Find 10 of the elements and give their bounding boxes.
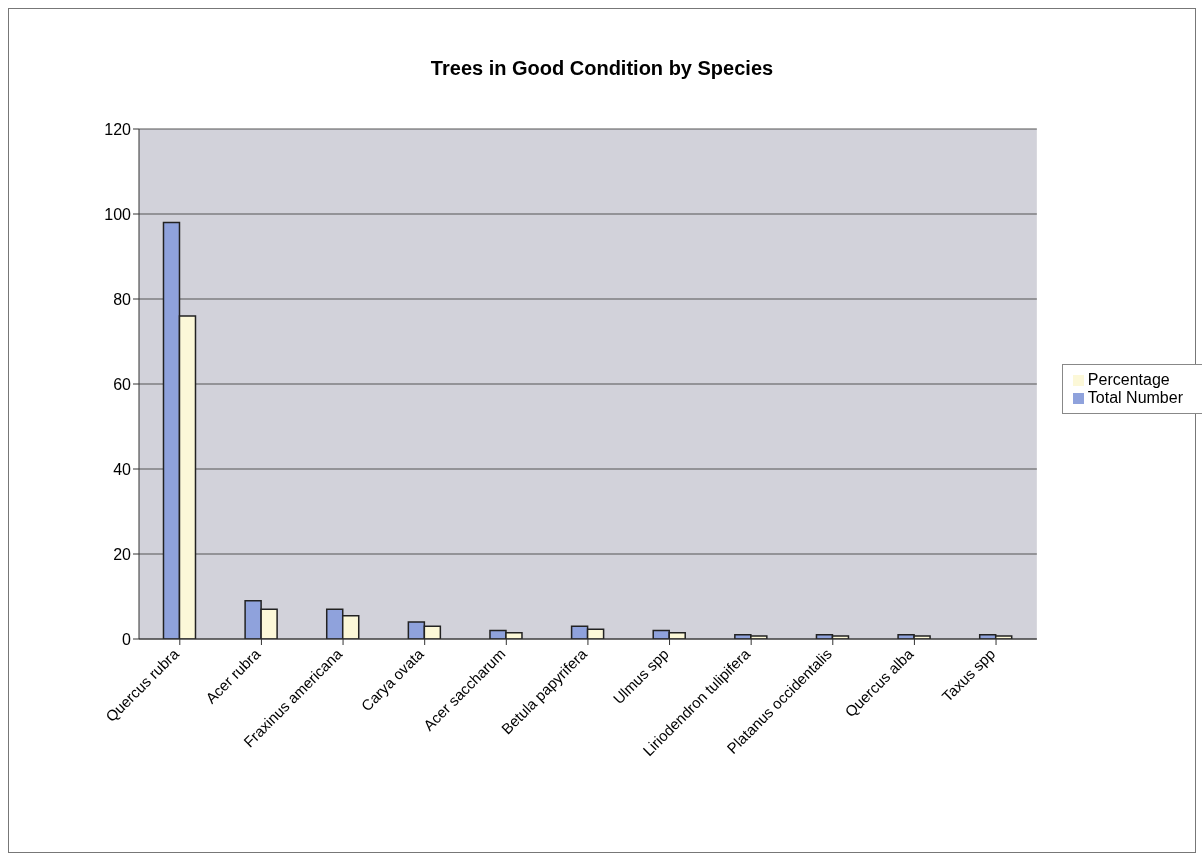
- legend-label: Percentage: [1087, 371, 1170, 388]
- y-tick-label: 40: [113, 460, 132, 478]
- y-tick-label: 20: [113, 545, 132, 563]
- y-tick-label: 80: [113, 290, 132, 308]
- y-tick-label: 120: [104, 120, 132, 138]
- legend-label: Total Number: [1087, 389, 1183, 406]
- y-tick-label: 100: [104, 205, 132, 223]
- y-tick-label: 60: [113, 375, 132, 393]
- chart-title: Trees in Good Condition by Species: [429, 57, 775, 80]
- y-tick-label: 0: [122, 630, 132, 648]
